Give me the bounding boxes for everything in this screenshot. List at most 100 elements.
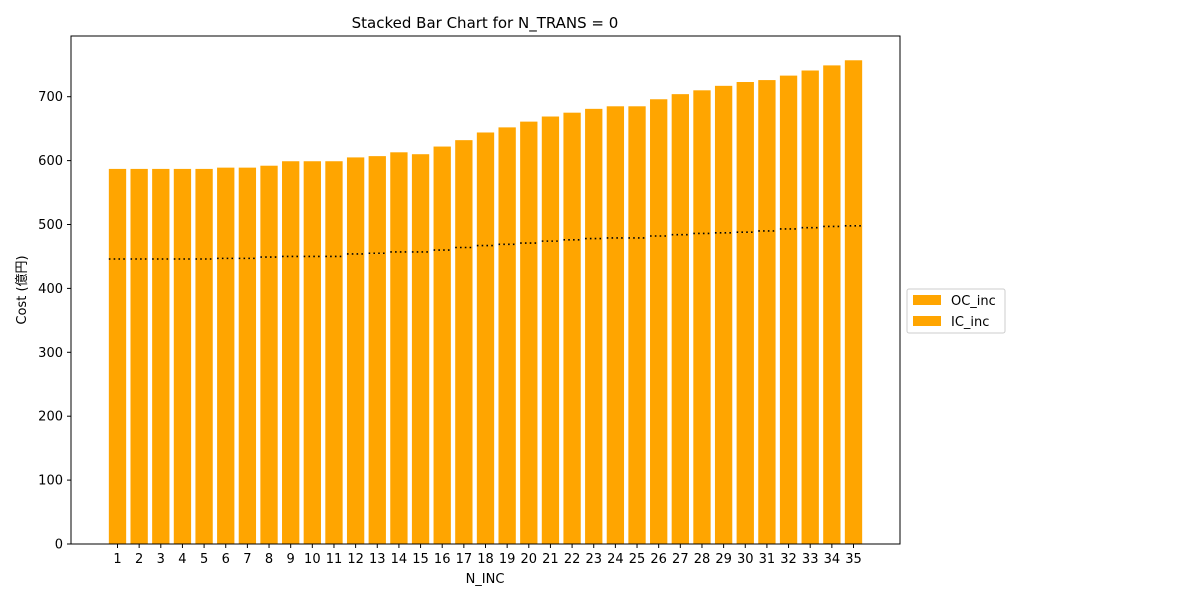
x-tick-label: 10 — [304, 552, 321, 567]
x-tick-label: 12 — [347, 552, 364, 567]
bar-oc-inc — [303, 161, 321, 257]
y-axis: 0 100 200 300 400 500 600 700 — [38, 90, 71, 553]
y-axis-title: Cost (億円) — [14, 255, 30, 324]
x-tick-label: 20 — [521, 552, 538, 567]
bar-ic-inc — [758, 230, 776, 545]
y-tick-label: 600 — [38, 154, 63, 169]
bar-oc-inc — [498, 127, 516, 245]
bar-ic-inc — [455, 247, 473, 545]
bar-ic-inc — [844, 225, 863, 544]
bar-ic-inc — [217, 258, 235, 544]
bar-ic-inc — [736, 232, 754, 544]
legend-swatch — [913, 316, 941, 326]
bar-ic-inc — [195, 259, 213, 544]
bar-oc-inc — [195, 168, 213, 260]
y-tick-label: 200 — [38, 410, 63, 425]
bar-oc-inc — [779, 75, 798, 229]
bar-oc-inc — [563, 112, 581, 240]
legend-label: OC_inc — [951, 294, 996, 309]
x-tick-label: 23 — [585, 552, 602, 567]
bar-ic-inc — [606, 237, 625, 545]
bar-oc-inc — [238, 167, 257, 259]
x-tick-label: 19 — [499, 552, 516, 567]
bar-oc-inc — [455, 140, 473, 248]
bar-oc-inc — [585, 108, 603, 239]
y-tick-label: 0 — [55, 538, 63, 553]
bar-oc-inc — [411, 154, 430, 252]
x-tick-label: 33 — [802, 552, 819, 567]
y-tick-label: 100 — [38, 474, 63, 489]
bar-ic-inc — [238, 258, 257, 544]
bar-oc-inc — [368, 156, 386, 254]
bar-ic-inc — [260, 257, 278, 544]
x-tick-label: 21 — [542, 552, 559, 567]
bar-ic-inc — [823, 226, 841, 545]
bar-oc-inc — [173, 168, 192, 260]
bar-oc-inc — [801, 70, 819, 228]
bar-oc-inc — [736, 82, 754, 233]
bar-ic-inc — [108, 259, 127, 544]
bar-oc-inc — [714, 85, 733, 233]
bar-ic-inc — [173, 259, 192, 544]
chart-title: Stacked Bar Chart for N_TRANS = 0 — [352, 14, 619, 33]
bar-ic-inc — [801, 227, 819, 544]
bar-ic-inc — [779, 228, 798, 544]
y-tick-label: 700 — [38, 90, 63, 105]
x-tick-label: 4 — [178, 552, 186, 567]
bar-ic-inc — [541, 241, 560, 544]
x-tick-label: 16 — [434, 552, 451, 567]
bar-ic-inc — [693, 233, 711, 545]
bar-oc-inc — [520, 121, 538, 244]
x-tick-label: 31 — [759, 552, 776, 567]
bar-ic-inc — [650, 236, 668, 544]
bar-oc-inc — [693, 90, 711, 234]
bar-ic-inc — [563, 239, 581, 544]
x-axis-title: N_INC — [466, 572, 505, 587]
bar-oc-inc — [152, 168, 170, 260]
y-tick-label: 500 — [38, 218, 63, 233]
bar-oc-inc — [541, 116, 560, 242]
boundary-lines-layer — [108, 224, 863, 260]
bar-ic-inc — [714, 232, 733, 544]
bar-oc-inc — [390, 152, 408, 252]
bar-oc-inc — [823, 65, 841, 227]
legend: OC_inc IC_inc — [906, 288, 1006, 334]
x-tick-label: 27 — [672, 552, 689, 567]
bar-ic-inc — [303, 256, 321, 544]
x-tick-label: 8 — [265, 552, 273, 567]
bar-oc-inc — [108, 168, 127, 260]
bar-oc-inc — [130, 168, 148, 260]
x-tick-label: 32 — [780, 552, 797, 567]
x-tick-label: 2 — [135, 552, 143, 567]
x-tick-label: 1 — [113, 552, 121, 567]
bar-ic-inc — [130, 259, 148, 544]
x-tick-label: 14 — [391, 552, 408, 567]
bar-oc-inc — [606, 106, 625, 238]
bar-oc-inc — [282, 161, 300, 257]
x-tick-label: 34 — [824, 552, 841, 567]
bar-ic-inc — [520, 243, 538, 544]
x-tick-label: 24 — [607, 552, 624, 567]
bar-ic-inc — [368, 253, 386, 544]
x-tick-label: 28 — [694, 552, 711, 567]
bar-ic-inc — [498, 244, 516, 544]
bar-ic-inc — [671, 234, 689, 544]
x-tick-label: 30 — [737, 552, 754, 567]
x-tick-label: 18 — [477, 552, 494, 567]
bar-ic-inc — [152, 259, 170, 544]
y-tick-label: 300 — [38, 346, 63, 361]
bar-oc-inc — [628, 106, 646, 238]
bar-oc-inc — [217, 167, 235, 259]
bar-ic-inc — [476, 245, 495, 544]
bars-layer — [108, 60, 863, 545]
x-tick-label: 26 — [650, 552, 667, 567]
bar-oc-inc — [844, 60, 863, 226]
bar-ic-inc — [325, 256, 343, 544]
bar-ic-inc — [433, 250, 451, 544]
bar-oc-inc — [476, 132, 495, 246]
bar-oc-inc — [325, 161, 343, 257]
x-tick-label: 25 — [629, 552, 646, 567]
bar-ic-inc — [346, 253, 365, 544]
x-tick-label: 17 — [456, 552, 473, 567]
